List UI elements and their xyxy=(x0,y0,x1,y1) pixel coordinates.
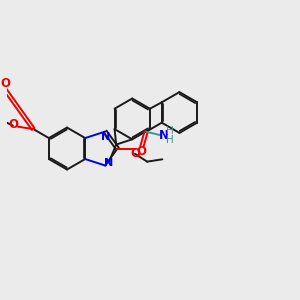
Text: N: N xyxy=(159,129,169,142)
Text: H: H xyxy=(166,135,174,145)
Text: O: O xyxy=(0,77,10,90)
Text: H: H xyxy=(166,126,174,136)
Text: O: O xyxy=(136,145,146,158)
Text: O: O xyxy=(8,118,18,131)
Text: O: O xyxy=(130,147,140,160)
Text: N: N xyxy=(104,158,114,168)
Text: N: N xyxy=(100,132,110,142)
